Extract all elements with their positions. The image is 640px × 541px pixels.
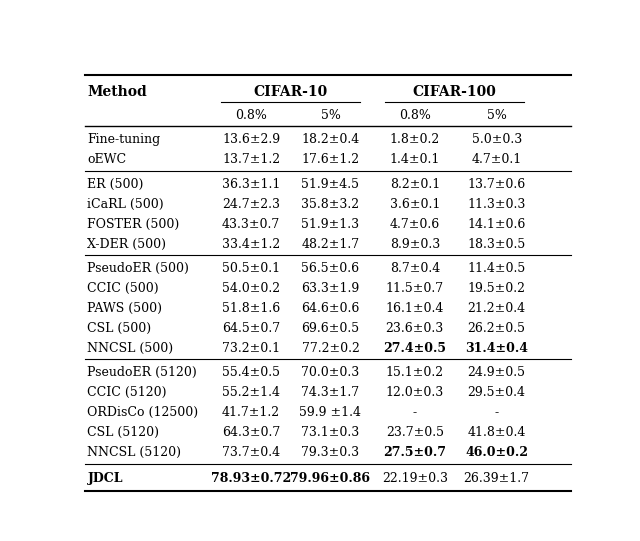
Text: 0.8%: 0.8%	[235, 109, 267, 122]
Text: 51.8±1.6: 51.8±1.6	[222, 302, 280, 315]
Text: 14.1±0.6: 14.1±0.6	[467, 217, 526, 230]
Text: -: -	[495, 406, 499, 419]
Text: CSL (5120): CSL (5120)	[88, 426, 159, 439]
Text: 23.7±0.5: 23.7±0.5	[386, 426, 444, 439]
Text: 33.4±1.2: 33.4±1.2	[222, 237, 280, 250]
Text: X-DER (500): X-DER (500)	[88, 237, 166, 250]
Text: 73.7±0.4: 73.7±0.4	[222, 446, 280, 459]
Text: 18.3±0.5: 18.3±0.5	[467, 237, 526, 250]
Text: 13.7±0.6: 13.7±0.6	[467, 177, 526, 190]
Text: 26.39±1.7: 26.39±1.7	[463, 472, 530, 485]
Text: 5.0±0.3: 5.0±0.3	[472, 134, 522, 147]
Text: 21.2±0.4: 21.2±0.4	[468, 302, 525, 315]
Text: NNCSL (5120): NNCSL (5120)	[88, 446, 182, 459]
Text: 15.1±0.2: 15.1±0.2	[386, 366, 444, 379]
Text: 27.4±0.5: 27.4±0.5	[383, 342, 446, 355]
Text: 4.7±0.1: 4.7±0.1	[472, 154, 522, 167]
Text: 8.2±0.1: 8.2±0.1	[390, 177, 440, 190]
Text: PseudoER (500): PseudoER (500)	[88, 262, 189, 275]
Text: 79.96±0.86: 79.96±0.86	[291, 472, 371, 485]
Text: 11.3±0.3: 11.3±0.3	[467, 197, 526, 210]
Text: 12.0±0.3: 12.0±0.3	[386, 386, 444, 399]
Text: 56.5±0.6: 56.5±0.6	[301, 262, 360, 275]
Text: 31.4±0.4: 31.4±0.4	[465, 342, 528, 355]
Text: 29.5±0.4: 29.5±0.4	[468, 386, 525, 399]
Text: 73.2±0.1: 73.2±0.1	[222, 342, 280, 355]
Text: 78.93±0.72: 78.93±0.72	[211, 472, 291, 485]
Text: CCIC (5120): CCIC (5120)	[88, 386, 167, 399]
Text: 13.6±2.9: 13.6±2.9	[222, 134, 280, 147]
Text: 50.5±0.1: 50.5±0.1	[222, 262, 280, 275]
Text: 36.3±1.1: 36.3±1.1	[222, 177, 280, 190]
Text: 22.19±0.3: 22.19±0.3	[382, 472, 448, 485]
Text: CSL (500): CSL (500)	[88, 322, 152, 335]
Text: 18.2±0.4: 18.2±0.4	[301, 134, 360, 147]
Text: 35.8±3.2: 35.8±3.2	[301, 197, 360, 210]
Text: 17.6±1.2: 17.6±1.2	[301, 154, 360, 167]
Text: 79.3±0.3: 79.3±0.3	[301, 446, 360, 459]
Text: ORDisCo (12500): ORDisCo (12500)	[88, 406, 198, 419]
Text: 55.2±1.4: 55.2±1.4	[222, 386, 280, 399]
Text: 51.9±4.5: 51.9±4.5	[301, 177, 360, 190]
Text: 77.2±0.2: 77.2±0.2	[301, 342, 360, 355]
Text: 5%: 5%	[486, 109, 507, 122]
Text: 59.9 ±1.4: 59.9 ±1.4	[300, 406, 362, 419]
Text: 4.7±0.6: 4.7±0.6	[390, 217, 440, 230]
Text: 24.7±2.3: 24.7±2.3	[222, 197, 280, 210]
Text: 54.0±0.2: 54.0±0.2	[222, 282, 280, 295]
Text: 74.3±1.7: 74.3±1.7	[301, 386, 360, 399]
Text: 51.9±1.3: 51.9±1.3	[301, 217, 360, 230]
Text: 3.6±0.1: 3.6±0.1	[390, 197, 440, 210]
Text: Method: Method	[88, 85, 147, 99]
Text: FOSTER (500): FOSTER (500)	[88, 217, 180, 230]
Text: PAWS (500): PAWS (500)	[88, 302, 163, 315]
Text: CIFAR-100: CIFAR-100	[413, 85, 497, 99]
Text: PseudoER (5120): PseudoER (5120)	[88, 366, 197, 379]
Text: CCIC (500): CCIC (500)	[88, 282, 159, 295]
Text: 13.7±1.2: 13.7±1.2	[222, 154, 280, 167]
Text: 63.3±1.9: 63.3±1.9	[301, 282, 360, 295]
Text: 64.3±0.7: 64.3±0.7	[222, 426, 280, 439]
Text: 1.8±0.2: 1.8±0.2	[390, 134, 440, 147]
Text: iCaRL (500): iCaRL (500)	[88, 197, 164, 210]
Text: 55.4±0.5: 55.4±0.5	[222, 366, 280, 379]
Text: 41.8±0.4: 41.8±0.4	[467, 426, 526, 439]
Text: 27.5±0.7: 27.5±0.7	[383, 446, 446, 459]
Text: 70.0±0.3: 70.0±0.3	[301, 366, 360, 379]
Text: 8.7±0.4: 8.7±0.4	[390, 262, 440, 275]
Text: 48.2±1.7: 48.2±1.7	[301, 237, 360, 250]
Text: 73.1±0.3: 73.1±0.3	[301, 426, 360, 439]
Text: 16.1±0.4: 16.1±0.4	[386, 302, 444, 315]
Text: 41.7±1.2: 41.7±1.2	[222, 406, 280, 419]
Text: 24.9±0.5: 24.9±0.5	[468, 366, 525, 379]
Text: 19.5±0.2: 19.5±0.2	[468, 282, 525, 295]
Text: oEWC: oEWC	[88, 154, 127, 167]
Text: 64.5±0.7: 64.5±0.7	[222, 322, 280, 335]
Text: 64.6±0.6: 64.6±0.6	[301, 302, 360, 315]
Text: -: -	[413, 406, 417, 419]
Text: JDCL: JDCL	[88, 472, 123, 485]
Text: 1.4±0.1: 1.4±0.1	[390, 154, 440, 167]
Text: 26.2±0.5: 26.2±0.5	[468, 322, 525, 335]
Text: 0.8%: 0.8%	[399, 109, 431, 122]
Text: 11.4±0.5: 11.4±0.5	[467, 262, 526, 275]
Text: 23.6±0.3: 23.6±0.3	[386, 322, 444, 335]
Text: 43.3±0.7: 43.3±0.7	[222, 217, 280, 230]
Text: ER (500): ER (500)	[88, 177, 144, 190]
Text: 5%: 5%	[321, 109, 340, 122]
Text: CIFAR-10: CIFAR-10	[253, 85, 328, 99]
Text: 11.5±0.7: 11.5±0.7	[386, 282, 444, 295]
Text: 8.9±0.3: 8.9±0.3	[390, 237, 440, 250]
Text: 46.0±0.2: 46.0±0.2	[465, 446, 528, 459]
Text: NNCSL (500): NNCSL (500)	[88, 342, 173, 355]
Text: Fine-tuning: Fine-tuning	[88, 134, 161, 147]
Text: 69.6±0.5: 69.6±0.5	[301, 322, 360, 335]
